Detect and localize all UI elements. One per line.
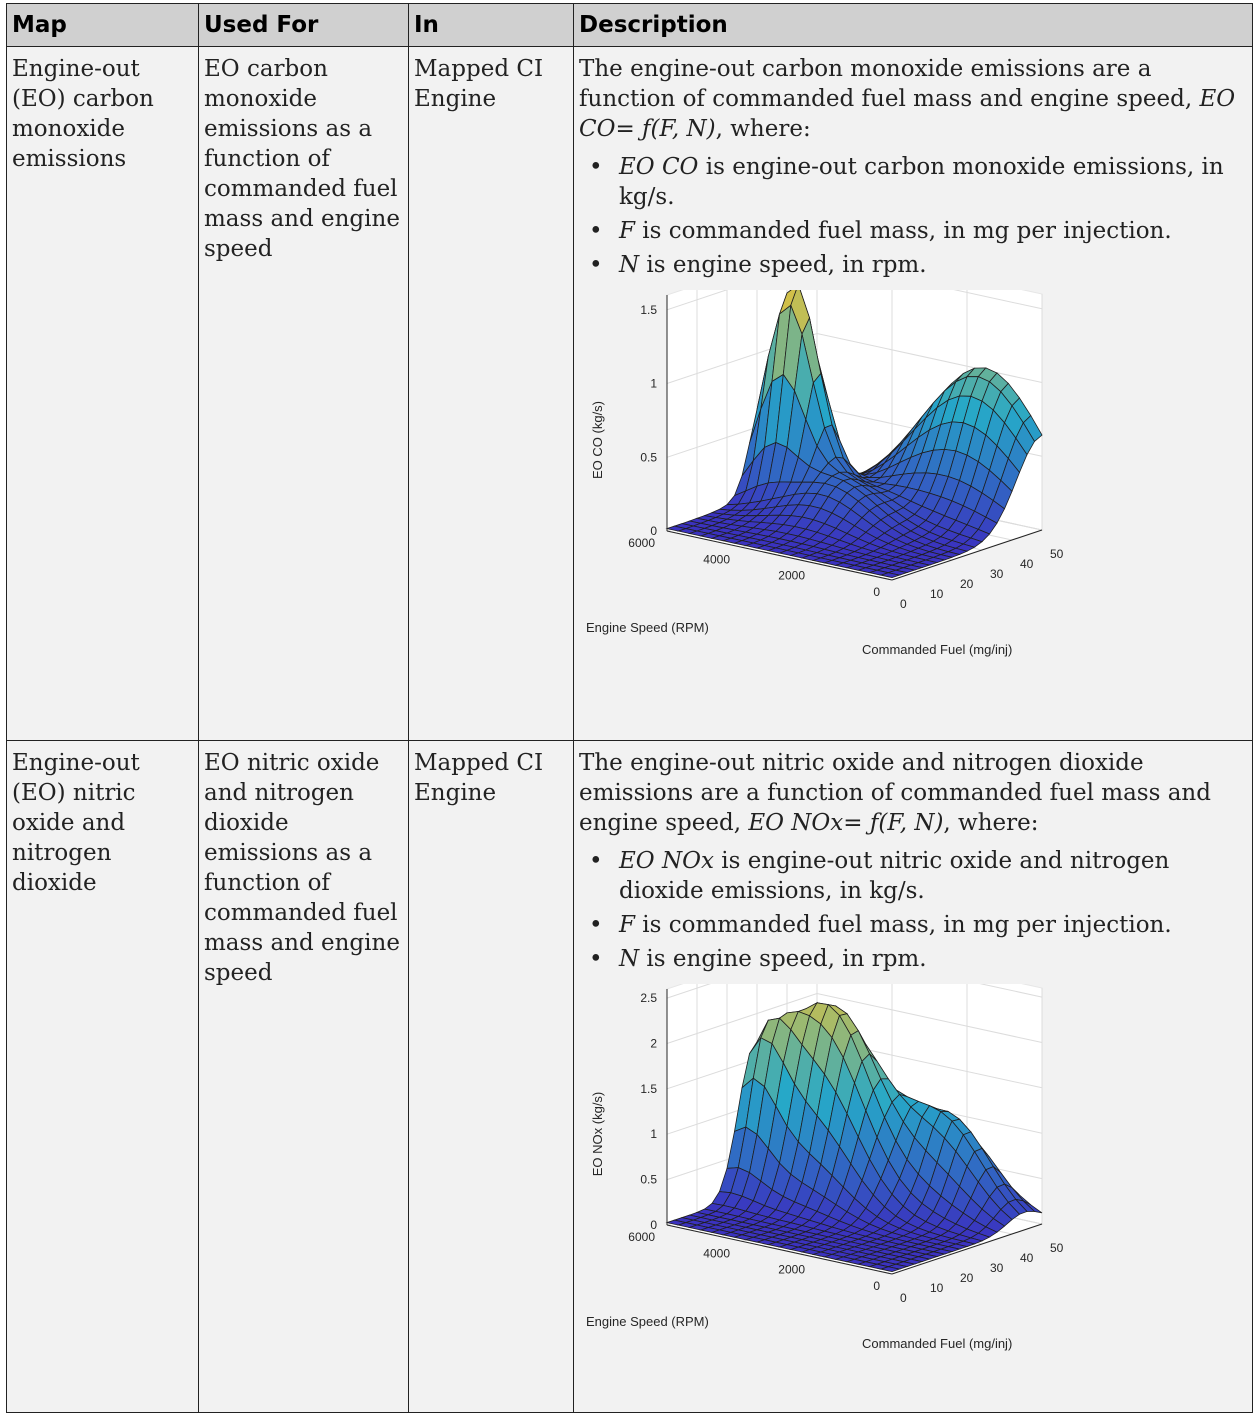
y-tick-label: 6000	[628, 536, 655, 550]
variable-symbol: EO NOx	[619, 848, 714, 874]
x-tick-label: 30	[990, 1261, 1004, 1275]
x-axis-label: Commanded Fuel (mg/inj)	[862, 1336, 1012, 1351]
y-tick-label: 0	[873, 1279, 880, 1293]
x-axis-line	[891, 529, 1043, 581]
description-intro: The engine-out carbon monoxide emissions…	[579, 56, 1200, 112]
description-intro: The engine-out nitric oxide and nitrogen…	[579, 750, 1211, 836]
x-tick-label: 30	[990, 567, 1004, 581]
variable-symbol: F	[619, 912, 635, 938]
bullet-marker: •	[589, 912, 603, 938]
y-tick-label: 0	[873, 585, 880, 599]
x-tick-label: 20	[960, 1271, 974, 1285]
z-tick-label: 1	[650, 377, 657, 391]
description-equation: EO NOx= ƒ(F, N)	[748, 810, 944, 836]
grid-line-z	[666, 332, 1043, 384]
y-tick-label: 6000	[628, 1230, 655, 1244]
header-map: Map	[6, 3, 199, 47]
cell-map: Engine-out (EO) nitric oxide and nitroge…	[6, 740, 199, 1413]
x-tick-label: 50	[1050, 547, 1064, 561]
z-tick-label: 2	[650, 1036, 657, 1050]
cell-in: Mapped CI Engine	[408, 740, 574, 1413]
x-axis-label: Commanded Fuel (mg/inj)	[862, 642, 1012, 657]
x-tick-label: 20	[960, 577, 974, 591]
variable-symbol: F	[619, 218, 635, 244]
surface-patch	[879, 572, 902, 579]
z-tick-label: 1	[650, 1127, 657, 1141]
y-axis-label: Engine Speed (RPM)	[586, 1314, 709, 1329]
grid-line-z	[666, 992, 1043, 1044]
z-axis-label: EO NOx (kg/s)	[590, 1092, 605, 1177]
z-tick-label: 1.5	[640, 303, 657, 317]
header-used-for: Used For	[198, 3, 409, 47]
surface-patch	[879, 1266, 902, 1273]
x-tick-label: 40	[1020, 557, 1034, 571]
cell-used-for: EO nitric oxide and nitrogen dioxide emi…	[198, 740, 409, 1413]
y-tick-label: 4000	[703, 552, 730, 566]
z-axis-label: EO CO (kg/s)	[590, 401, 605, 479]
list-item: • N is engine speed, in rpm.	[589, 250, 1247, 280]
table-row: Engine-out (EO) carbon monoxide emission…	[6, 46, 1253, 741]
variable-definition: is engine-out nitric oxide and nitrogen …	[619, 848, 1170, 904]
variable-symbol: EO CO	[619, 154, 699, 180]
bullet-marker: •	[589, 154, 603, 180]
z-tick-label: 0	[650, 1218, 657, 1232]
grid-line-z	[666, 290, 1043, 311]
x-tick-label: 40	[1020, 1251, 1034, 1265]
co-surface-chart: 01020304050020004000600000.511.5×10⁻⁶Com…	[586, 290, 1064, 657]
bullet-marker: •	[589, 946, 603, 972]
maps-table: Map Used For In Description Engine-out (…	[6, 3, 1253, 1413]
header-row: Map Used For In Description	[6, 3, 1253, 47]
description-suffix: , where:	[943, 810, 1039, 836]
description-text: The engine-out nitric oxide and nitrogen…	[579, 748, 1247, 838]
cell-in: Mapped CI Engine	[408, 46, 574, 741]
list-item: • EO NOx is engine-out nitric oxide and n…	[589, 846, 1247, 906]
x-axis-line	[891, 1223, 1043, 1275]
x-tick-label: 0	[900, 1291, 907, 1305]
y-tick-label: 2000	[778, 1263, 805, 1277]
z-tick-label: 0	[650, 524, 657, 538]
z-tick-label: 0.5	[640, 1173, 657, 1187]
bullet-marker: •	[589, 848, 603, 874]
variable-definition: is commanded fuel mass, in mg per inject…	[634, 912, 1172, 938]
nox-surface-plot: 01020304050020004000600000.511.522.5×10⁻…	[572, 984, 1247, 1356]
x-tick-label: 0	[900, 597, 907, 611]
bullet-marker: •	[589, 218, 603, 244]
x-tick-label: 10	[930, 1281, 944, 1295]
list-item: • F is commanded fuel mass, in mg per inj…	[589, 910, 1247, 940]
y-axis-line	[666, 530, 893, 581]
cell-used-for: EO carbon monoxide emissions as a functi…	[198, 46, 409, 741]
description-text: The engine-out carbon monoxide emissions…	[579, 54, 1247, 144]
cell-map: Engine-out (EO) carbon monoxide emission…	[6, 46, 199, 741]
y-axis-line	[666, 1224, 893, 1275]
cell-description: The engine-out carbon monoxide emissions…	[572, 46, 1253, 741]
x-tick-label: 50	[1050, 1241, 1064, 1255]
co-surface-plot: 01020304050020004000600000.511.5×10⁻⁶Com…	[572, 290, 1247, 662]
x-tick-label: 10	[930, 587, 944, 601]
bullet-marker: •	[589, 252, 603, 278]
y-axis-label: Engine Speed (RPM)	[586, 620, 709, 635]
z-tick-label: 1.5	[640, 1082, 657, 1096]
variable-symbol: N	[619, 252, 640, 278]
list-item: • N is engine speed, in rpm.	[589, 944, 1247, 974]
nox-surface-chart: 01020304050020004000600000.511.522.5×10⁻…	[586, 984, 1064, 1351]
description-equation: EO CO= ƒ(F, N)	[579, 86, 1236, 142]
variable-definition: is commanded fuel mass, in mg per inject…	[634, 218, 1172, 244]
variable-definition: is engine speed, in rpm.	[639, 252, 927, 278]
variable-list: • EO NOx is engine-out nitric oxide and n…	[579, 846, 1247, 974]
y-tick-label: 4000	[703, 1246, 730, 1260]
list-item: • EO CO is engine-out carbon monoxide emi…	[589, 152, 1247, 212]
description-suffix: , where:	[715, 116, 811, 142]
cell-description: The engine-out nitric oxide and nitrogen…	[572, 740, 1253, 1413]
y-tick-label: 2000	[778, 569, 805, 583]
variable-list: • EO CO is engine-out carbon monoxide emi…	[579, 152, 1247, 280]
variable-definition: is engine-out carbon monoxide emissions,…	[619, 154, 1224, 210]
table-row: Engine-out (EO) nitric oxide and nitroge…	[6, 740, 1253, 1413]
variable-definition: is engine speed, in rpm.	[639, 946, 927, 972]
variable-symbol: N	[619, 946, 640, 972]
list-item: • F is commanded fuel mass, in mg per inj…	[589, 216, 1247, 246]
header-description: Description	[573, 3, 1253, 47]
z-tick-label: 2.5	[640, 991, 657, 1005]
header-in: In	[408, 3, 574, 47]
z-tick-label: 0.5	[640, 450, 657, 464]
